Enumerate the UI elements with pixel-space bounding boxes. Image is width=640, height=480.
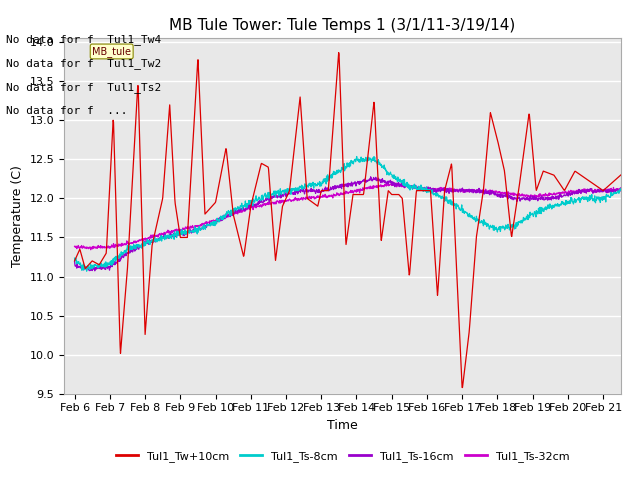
Text: No data for f  Tul1_Tw2: No data for f Tul1_Tw2 — [6, 58, 162, 69]
Text: No data for f  Tul1_Tw4: No data for f Tul1_Tw4 — [6, 34, 162, 45]
Y-axis label: Temperature (C): Temperature (C) — [11, 165, 24, 267]
X-axis label: Time: Time — [327, 419, 358, 432]
Title: MB Tule Tower: Tule Temps 1 (3/1/11-3/19/14): MB Tule Tower: Tule Temps 1 (3/1/11-3/19… — [169, 18, 516, 33]
Text: No data for f  ...: No data for f ... — [6, 106, 128, 116]
Legend: Tul1_Tw+10cm, Tul1_Ts-8cm, Tul1_Ts-16cm, Tul1_Ts-32cm: Tul1_Tw+10cm, Tul1_Ts-8cm, Tul1_Ts-16cm,… — [111, 446, 573, 466]
Text: MB_tule: MB_tule — [92, 46, 131, 57]
Text: No data for f  Tul1_Ts2: No data for f Tul1_Ts2 — [6, 82, 162, 93]
